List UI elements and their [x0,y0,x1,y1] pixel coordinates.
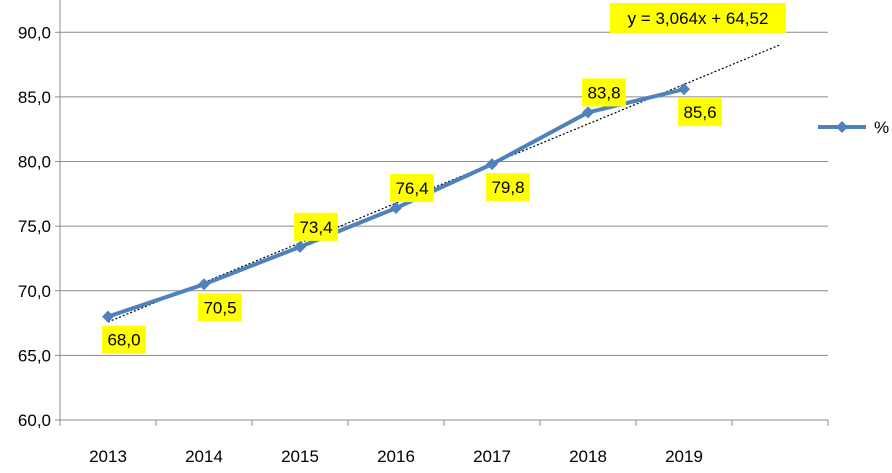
trendline-layer: y = 3,064x + 64,52 [107,3,786,323]
legend-swatch-marker [836,121,848,133]
data-label: 79,8 [491,178,524,197]
y-tick-label: 80,0 [18,153,51,172]
series-layer [102,83,690,323]
x-tick-label: 2017 [473,447,511,466]
y-tick-label: 70,0 [18,282,51,301]
data-label-bg [582,78,626,107]
data-label-layer: 68,0 70,5 73,4 76,4 79,8 83,8 85,6 [102,78,722,354]
x-tick-label: 2016 [377,447,415,466]
data-label: 73,4 [299,218,332,237]
grid-layer [60,31,828,356]
trendline-equation: y = 3,064x + 64,52 [628,9,769,28]
data-point [390,202,402,215]
data-label-bg [486,173,530,202]
data-point [486,158,498,171]
data-label-bg [678,98,722,127]
data-label: 76,4 [395,179,428,198]
y-tick-label: 90,0 [18,23,51,42]
data-label: 83,8 [587,83,620,102]
data-label-bg [390,174,434,203]
data-point [198,278,210,291]
data-label: 85,6 [683,103,716,122]
y-tick-label: 85,0 [18,88,51,107]
data-label-bg [198,293,242,322]
data-label-bg [102,325,146,354]
data-label-bg [294,212,338,241]
legend-label: % [874,118,889,137]
x-tick-label: 2018 [569,447,607,466]
x-tick-label: 2019 [665,447,703,466]
y-tick-label: 65,0 [18,346,51,365]
y-tick-label: 75,0 [18,217,51,236]
y-tick-label: 60,0 [18,411,51,430]
data-point [102,310,114,323]
data-label: 70,5 [203,298,236,317]
legend: % [818,118,889,137]
axis-layer: 60,0 65,0 70,0 75,0 80,0 85,0 90,0 2013 2014 2015… [18,0,829,466]
data-label: 68,0 [107,331,140,350]
x-tick-label: 2014 [185,447,223,466]
x-tick-label: 2015 [281,447,319,466]
data-point [582,106,594,119]
data-point [678,83,690,96]
trendline-equation-bg [610,3,786,33]
x-tick-label: 2013 [89,447,127,466]
data-point [294,240,306,253]
